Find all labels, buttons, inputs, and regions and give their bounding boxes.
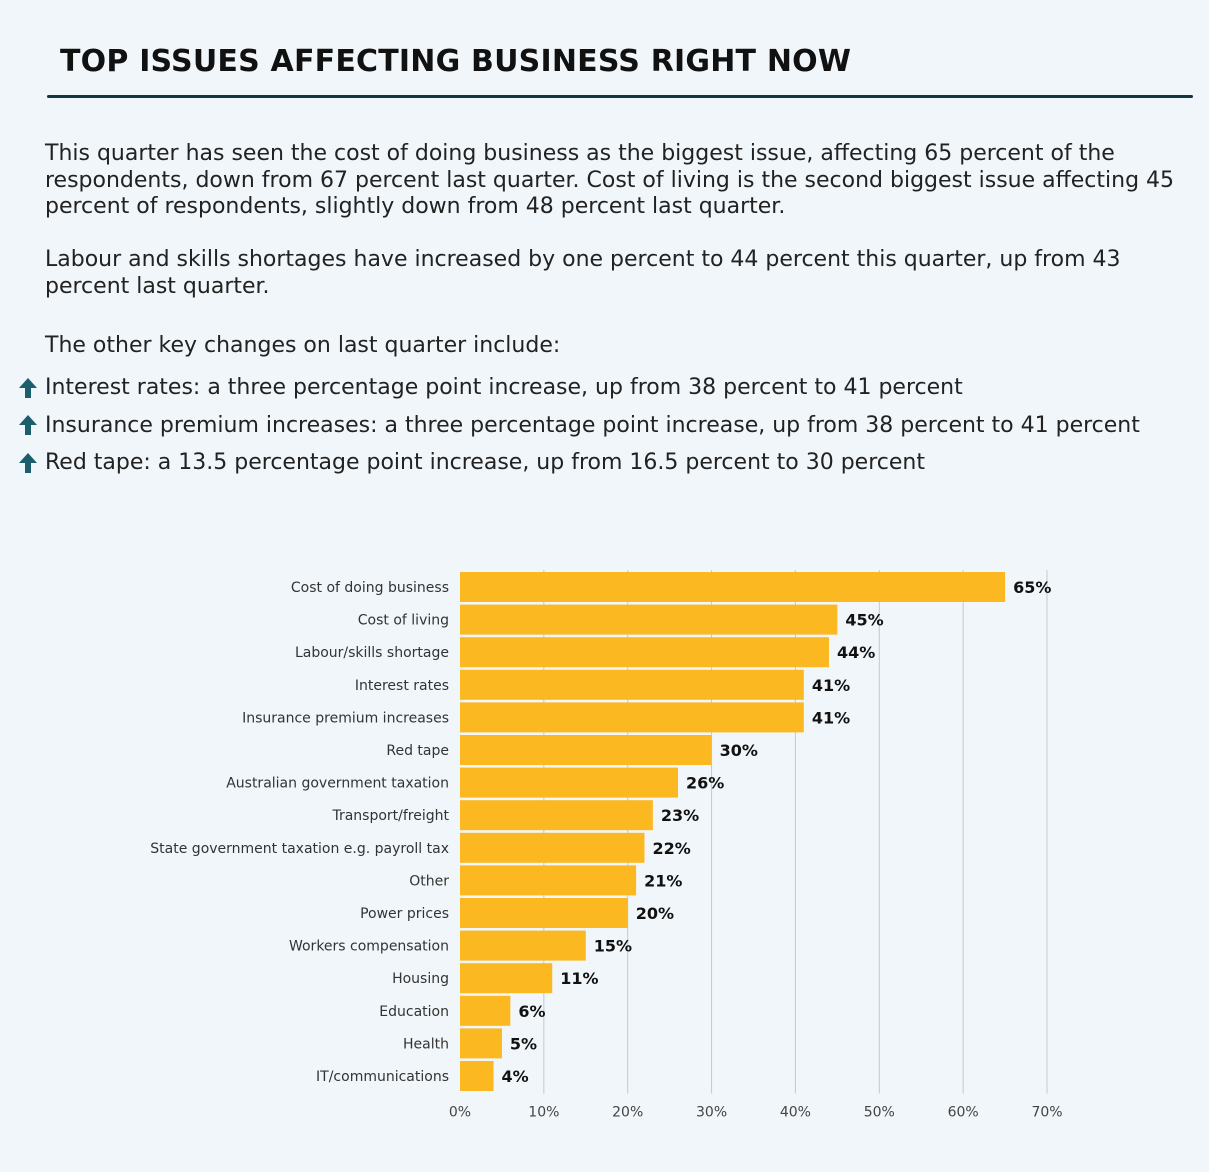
bar — [460, 767, 679, 798]
bar — [460, 930, 586, 961]
value-label: 4% — [502, 1067, 529, 1086]
bar — [460, 832, 645, 863]
x-tick-label: 30% — [696, 1105, 727, 1121]
value-label: 44% — [837, 643, 875, 662]
value-label: 65% — [1013, 578, 1051, 597]
x-tick-label: 10% — [528, 1105, 559, 1121]
category-label: Red tape — [386, 743, 449, 759]
title-divider — [47, 95, 1193, 98]
bar — [460, 735, 712, 765]
category-label: Labour/skills shortage — [295, 645, 449, 661]
changes-list: Interest rates: a three percentage point… — [18, 369, 1140, 482]
category-label: Australian government taxation — [226, 776, 449, 792]
change-text: Red tape: a 13.5 percentage point increa… — [45, 450, 925, 476]
category-label: Education — [379, 1004, 449, 1020]
bar — [460, 995, 511, 1026]
value-label: 11% — [560, 969, 598, 988]
value-label: 5% — [510, 1034, 537, 1053]
value-label: 20% — [636, 904, 674, 923]
bar — [460, 800, 653, 831]
value-label: 21% — [644, 871, 682, 890]
category-label: Health — [403, 1036, 449, 1052]
labour-paragraph: Labour and skills shortages have increas… — [45, 247, 1121, 299]
value-label: 41% — [812, 676, 850, 695]
category-label: Workers compensation — [289, 939, 449, 955]
value-label: 30% — [720, 741, 758, 760]
category-label: Cost of living — [358, 613, 449, 629]
x-tick-label: 20% — [612, 1105, 643, 1121]
bar — [460, 572, 1006, 602]
value-label: 41% — [812, 708, 850, 727]
bar — [460, 898, 628, 928]
value-label: 22% — [652, 839, 690, 858]
issues-bar-chart: Cost of doing business 65% Cost of living 4… — [150, 570, 1063, 1121]
change-text: Insurance premium increases: a three per… — [45, 412, 1140, 438]
value-label: 45% — [845, 611, 883, 630]
arrow-up-icon — [18, 452, 45, 474]
category-label: Transport/freight — [331, 808, 449, 824]
bar — [460, 669, 804, 700]
x-tick-label: 0% — [449, 1105, 471, 1121]
page-title: TOP ISSUES AFFECTING BUSINESS RIGHT NOW — [60, 44, 852, 79]
arrow-up-icon — [18, 414, 45, 436]
value-label: 6% — [518, 1002, 545, 1021]
category-label: State government taxation e.g. payroll t… — [150, 841, 449, 857]
intro-paragraph: This quarter has seen the cost of doing … — [45, 141, 1175, 219]
change-text: Interest rates: a three percentage point… — [45, 375, 963, 401]
bar — [460, 1028, 502, 1059]
x-tick-label: 50% — [864, 1105, 895, 1121]
category-label: Cost of doing business — [291, 580, 449, 596]
category-label: Other — [409, 873, 449, 889]
x-tick-label: 70% — [1031, 1105, 1062, 1121]
bar — [460, 865, 637, 896]
x-tick-label: 40% — [780, 1105, 811, 1121]
change-item: Interest rates: a three percentage point… — [18, 369, 1140, 407]
arrow-up-icon — [18, 377, 45, 399]
category-label: Interest rates — [355, 678, 449, 694]
category-label: Housing — [392, 971, 449, 987]
changes-lead: The other key changes on last quarter in… — [45, 333, 561, 358]
value-label: 15% — [594, 937, 632, 956]
value-label: 23% — [661, 806, 699, 825]
category-label: IT/communications — [316, 1069, 449, 1085]
bar — [460, 637, 829, 668]
bar — [460, 963, 553, 994]
category-label: Power prices — [360, 906, 449, 922]
category-label: Insurance premium increases — [242, 710, 449, 726]
change-item: Insurance premium increases: a three per… — [18, 407, 1140, 445]
x-tick-label: 60% — [948, 1105, 979, 1121]
value-label: 26% — [686, 774, 724, 793]
bar — [460, 1061, 494, 1091]
bar — [460, 702, 804, 733]
bar — [460, 604, 838, 635]
change-item: Red tape: a 13.5 percentage point increa… — [18, 444, 1140, 482]
